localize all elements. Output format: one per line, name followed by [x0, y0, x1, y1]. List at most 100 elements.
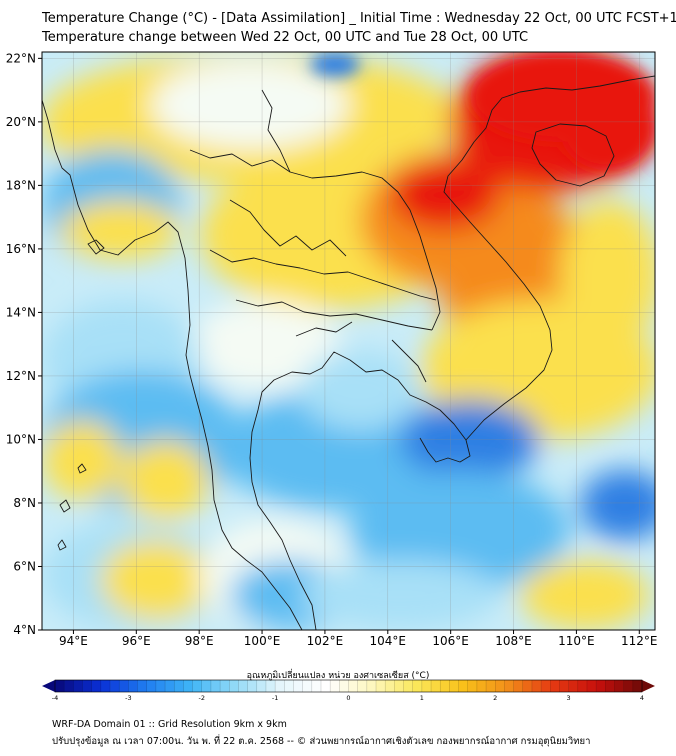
colorbar-cell — [100, 680, 111, 692]
longitude-label: 112°E — [621, 634, 658, 648]
map-title: Temperature Change (°C) - [Data Assimila… — [42, 11, 676, 26]
longitude-label: 106°E — [432, 634, 469, 648]
map-frame — [41, 51, 656, 631]
colorbar-cell — [229, 680, 239, 692]
longitude-label: 98°E — [185, 634, 214, 648]
latitude-label: 10°N — [6, 432, 36, 446]
colorbar-cell — [302, 680, 313, 692]
colorbar-tick-label: 2 — [493, 694, 497, 702]
colorbar-cell — [311, 680, 322, 692]
longitude-label: 100°E — [244, 634, 281, 648]
colorbar-cell — [596, 680, 606, 692]
latitude-label: 18°N — [6, 178, 36, 192]
colorbar-cell — [192, 680, 203, 692]
colorbar-cell — [256, 680, 267, 692]
latitude-label: 14°N — [6, 305, 36, 319]
longitude-label: 108°E — [495, 634, 532, 648]
latitude-labels: 22°N 20°N 18°N 16°N 14°N 12°N 10°N 8°N 6°N 4°N — [6, 51, 42, 637]
colorbar-cell — [440, 680, 450, 692]
colorbar-cell — [632, 680, 643, 692]
colorbar-tick-label: -2 — [199, 694, 205, 702]
colorbar-cell — [412, 680, 423, 692]
colorbar-cell — [293, 680, 303, 692]
colorbar-tick-label: 3 — [567, 694, 571, 702]
colorbar-cell — [504, 680, 514, 692]
longitude-label: 110°E — [558, 634, 595, 648]
longitude-labels: 94°E 96°E 98°E 100°E 102°E 104°E 106°E 108°E 110… — [59, 630, 658, 648]
colorbar-cell — [577, 680, 588, 692]
colorbar-cell — [394, 680, 404, 692]
colorbar-cell — [110, 680, 120, 692]
credit-line: ปรับปรุงข้อมูล ณ เวลา 07:00น. วัน พ. ที่… — [52, 736, 591, 747]
colorbar-cell — [210, 680, 221, 692]
colorbar-cell — [119, 680, 129, 692]
colorbar-cell — [330, 680, 340, 692]
colorbar-cell — [467, 680, 478, 692]
colorbar-cell — [486, 680, 496, 692]
colorbar-cell — [541, 680, 551, 692]
colorbar-cell — [403, 680, 414, 692]
colorbar-min-extension — [42, 680, 55, 692]
latitude-label: 6°N — [13, 559, 36, 573]
colorbar-cell — [64, 680, 74, 692]
colorbar-cell — [275, 680, 285, 692]
temperature-field — [42, 52, 655, 630]
colorbar-cell — [385, 680, 395, 692]
colorbar-cell — [247, 680, 258, 692]
colorbar-cell — [531, 680, 542, 692]
colorbar-cell — [155, 680, 166, 692]
latitude-label: 20°N — [6, 115, 36, 129]
map-subtitle: Temperature change between Wed 22 Oct, 0… — [42, 30, 529, 45]
colorbar-cell — [605, 680, 615, 692]
colorbar-max-extension — [642, 680, 655, 692]
colorbar-cell — [513, 680, 524, 692]
colorbar-cell — [183, 680, 193, 692]
colorbar-cell — [522, 680, 533, 692]
colorbar-tick-label: 1 — [420, 694, 424, 702]
colorbar-cell — [165, 680, 175, 692]
longitude-label: 96°E — [122, 634, 151, 648]
latitude-label: 22°N — [6, 51, 36, 65]
longitude-label: 94°E — [59, 634, 88, 648]
colorbar-cell — [623, 680, 634, 692]
colorbar-cell — [146, 680, 157, 692]
colorbar-cell — [174, 680, 184, 692]
colorbar-cell — [495, 680, 505, 692]
colorbar-cell — [73, 680, 83, 692]
colorbar-title: อุณหภูมิเปลี่ยนแปลง หน่วย องศาเซลเซียส (… — [246, 671, 430, 681]
colorbar-cell — [238, 680, 248, 692]
colorbar-tick-label: -1 — [272, 694, 278, 702]
colorbar-cell — [614, 680, 624, 692]
colorbar-tick-label: 0 — [346, 694, 350, 702]
colorbar-cell — [55, 680, 65, 692]
colorbar-tick-label: 4 — [640, 694, 644, 702]
latitude-label: 4°N — [13, 623, 36, 637]
colorbar-cell — [421, 680, 432, 692]
colorbar-cell — [348, 680, 358, 692]
colorbar-cell — [91, 680, 102, 692]
latitude-label: 12°N — [6, 369, 36, 383]
colorbar-cell — [476, 680, 487, 692]
colorbar-cell — [201, 680, 212, 692]
colorbar-cell — [137, 680, 148, 692]
colorbar-tick-label: -4 — [52, 694, 58, 702]
colorbar-tick-label: -3 — [125, 694, 131, 702]
colorbar-cell — [449, 680, 459, 692]
colorbar-cell — [339, 680, 349, 692]
colorbar: -4 -3 -2 -1 0 1 2 3 4 — [42, 679, 655, 702]
longitude-label: 104°E — [370, 634, 407, 648]
colorbar-cell — [357, 680, 368, 692]
colorbar-cell — [550, 680, 560, 692]
colorbar-cell — [559, 680, 569, 692]
colorbar-cell — [586, 680, 597, 692]
coastlines-borders — [42, 75, 655, 630]
colorbar-cell — [366, 680, 377, 692]
colorbar-cell — [376, 680, 386, 692]
model-info: WRF-DA Domain 01 :: Grid Resolution 9km … — [52, 719, 287, 730]
latitude-label: 16°N — [6, 242, 36, 256]
colorbar-cell — [458, 680, 469, 692]
latitude-label: 8°N — [13, 496, 36, 510]
colorbar-cell — [82, 680, 92, 692]
colorbar-cell — [220, 680, 230, 692]
